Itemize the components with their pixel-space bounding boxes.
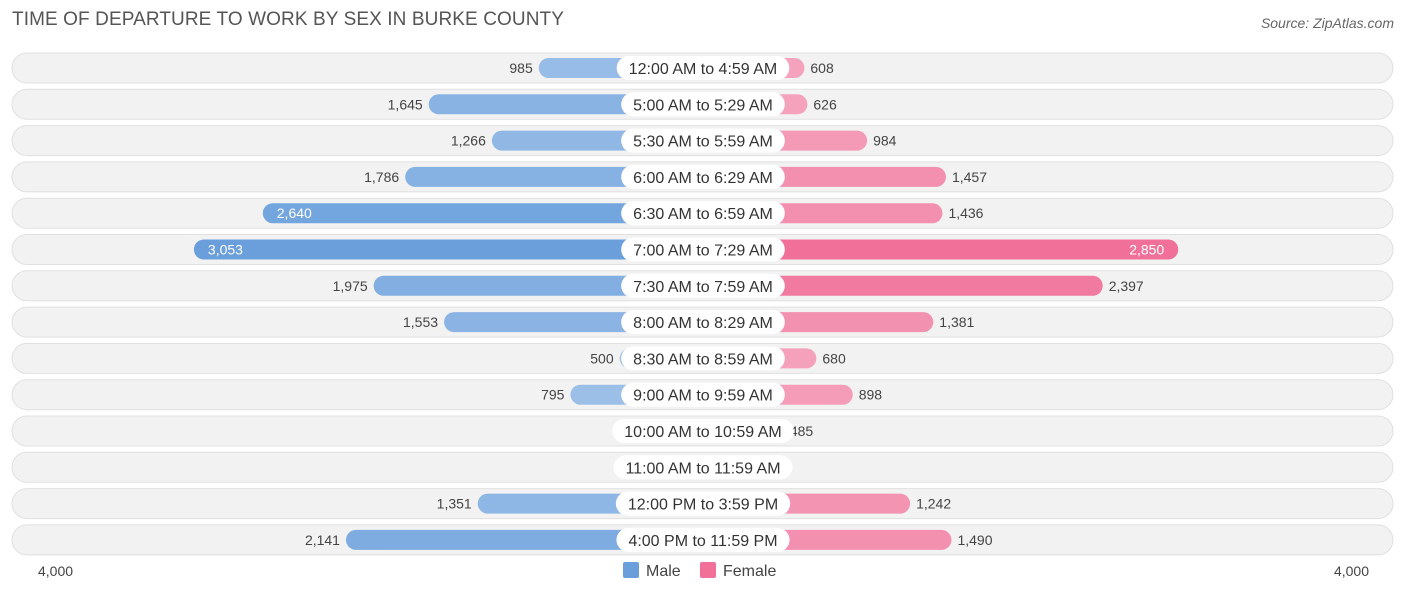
female-value-label: 1,381 [939, 314, 974, 330]
chart-title: TIME OF DEPARTURE TO WORK BY SEX IN BURK… [12, 9, 565, 30]
row-2: 1,266 984 5:30 AM to 5:59 AM [11, 125, 1394, 157]
category-label: 8:00 AM to 8:29 AM [633, 315, 773, 332]
row-10: 30748510:00 AM to 10:59 AM [11, 415, 1394, 447]
row-12: 1,351 1,242 12:00 PM to 3:59 PM [11, 488, 1394, 520]
row-7: 1,553 1,381 8:00 AM to 8:29 AM [11, 306, 1394, 338]
axis-right-label: 4,000 [1334, 563, 1369, 579]
category-label: 12:00 PM to 3:59 PM [628, 497, 778, 514]
row-9: 795 898 9:00 AM to 9:59 AM [11, 379, 1394, 411]
category-pill [621, 164, 785, 189]
category-pill [621, 382, 785, 407]
legend-male-label: Male [646, 563, 681, 580]
row-11: 18920411:00 AM to 11:59 AM [11, 451, 1394, 483]
female-value-label: 608 [810, 60, 834, 76]
male-bar [262, 203, 715, 224]
row-8: 500 680 8:30 AM to 8:59 AM [11, 342, 1394, 374]
female-value-label: 2,397 [1109, 278, 1144, 294]
category-pill [621, 92, 785, 117]
legend-female-swatch [700, 562, 716, 578]
row-3: 1,786 1,457 6:00 AM to 6:29 AM [11, 161, 1394, 193]
category-label: 5:00 AM to 5:29 AM [633, 97, 773, 114]
row-1: 1,645 626 5:00 AM to 5:29 AM [11, 88, 1394, 120]
category-pill [621, 273, 785, 298]
row-6: 1,975 2,397 7:30 AM to 7:59 AM [11, 270, 1394, 302]
category-label: 6:30 AM to 6:59 AM [633, 206, 773, 223]
male-value-label: 1,975 [333, 278, 368, 294]
female-value-label: 1,242 [916, 496, 951, 512]
female-value-label: 485 [790, 423, 814, 439]
category-pill [613, 455, 793, 480]
chart-rows: 985 608 12:00 AM to 4:59 AM 1,645 626 5:00 AM… [11, 52, 1394, 556]
chart-legend: Male Female [623, 562, 776, 580]
female-value-label: 1,457 [952, 169, 987, 185]
female-value-label: 1,490 [957, 532, 992, 548]
category-pill [616, 527, 790, 552]
legend-male-swatch [623, 562, 639, 578]
male-value-label: 1,786 [364, 169, 399, 185]
chart-axis: 4,000 4,000 [38, 563, 1369, 579]
category-pill [621, 310, 785, 335]
category-label: 11:00 AM to 11:59 AM [625, 460, 780, 477]
category-pill [621, 346, 785, 371]
row-13: 2,141 1,490 4:00 PM to 11:59 PM [11, 524, 1394, 556]
male-value-label: 2,640 [277, 205, 312, 221]
category-label: 10:00 AM to 10:59 AM [624, 424, 781, 441]
category-label: 5:30 AM to 5:59 AM [633, 134, 773, 151]
male-value-label: 3,053 [208, 242, 243, 258]
female-bar [691, 239, 1179, 260]
male-value-label: 1,553 [403, 314, 438, 330]
female-value-label: 984 [873, 133, 897, 149]
legend-female-label: Female [723, 563, 776, 580]
category-label: 7:30 AM to 7:59 AM [633, 279, 773, 296]
category-pill [621, 237, 785, 262]
male-value-label: 2,141 [305, 532, 340, 548]
row-5: 3,053 2,850 7:00 AM to 7:29 AM [11, 234, 1394, 265]
male-value-label: 1,351 [437, 496, 472, 512]
female-value-label: 680 [822, 350, 846, 366]
male-value-label: 1,266 [451, 133, 486, 149]
axis-left-label: 4,000 [38, 563, 73, 579]
category-pill [615, 491, 791, 516]
category-label: 4:00 PM to 11:59 PM [628, 533, 777, 550]
category-pill [621, 201, 785, 226]
male-value-label: 795 [541, 387, 565, 403]
category-pill [616, 56, 790, 80]
category-label: 9:00 AM to 9:59 AM [633, 388, 773, 405]
female-value-label: 626 [813, 96, 837, 112]
female-value-label: 898 [859, 387, 883, 403]
category-pill [612, 419, 794, 443]
category-label: 6:00 AM to 6:29 AM [633, 170, 773, 187]
row-0: 985 608 12:00 AM to 4:59 AM [11, 52, 1394, 84]
chart-source: Source: ZipAtlas.com [1260, 15, 1394, 31]
category-label: 7:00 AM to 7:29 AM [633, 243, 773, 260]
category-label: 12:00 AM to 4:59 AM [629, 61, 778, 78]
category-pill [621, 128, 785, 153]
category-label: 8:30 AM to 8:59 AM [633, 351, 773, 368]
female-value-label: 2,850 [1129, 242, 1164, 258]
male-value-label: 500 [590, 350, 614, 366]
male-value-label: 985 [509, 60, 533, 76]
row-4: 2,640 1,436 6:30 AM to 6:59 AM [11, 197, 1394, 229]
female-bar [691, 275, 1103, 296]
female-value-label: 1,436 [948, 205, 983, 221]
male-bar [193, 239, 716, 260]
male-value-label: 1,645 [388, 96, 423, 112]
